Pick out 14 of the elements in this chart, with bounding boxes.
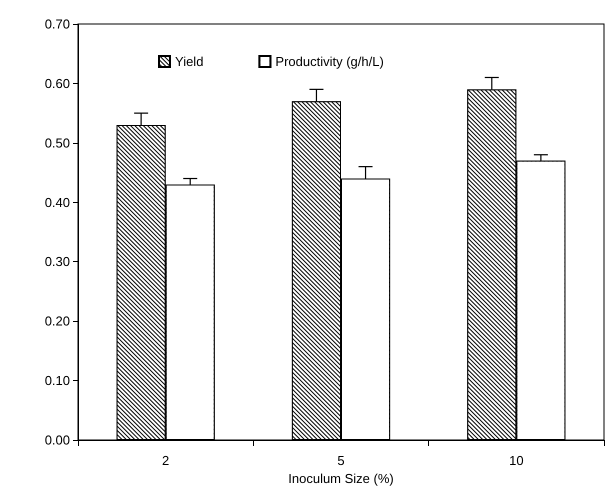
y-tick-label: 0.30 <box>44 254 70 270</box>
y-tick-label: 0.50 <box>44 135 70 150</box>
y-tick-label: 0.20 <box>44 314 70 329</box>
y-tick-label: 0.70 <box>44 16 70 32</box>
x-tick-label: 5 <box>337 453 345 468</box>
y-tick-label: 0.00 <box>44 432 70 448</box>
x-tick-label: 10 <box>509 453 524 468</box>
x-tick-label: 2 <box>162 453 170 468</box>
legend-label: Yield <box>175 54 204 69</box>
y-tick-label: 0.10 <box>44 373 70 388</box>
x-axis-title: Inoculum Size (%) <box>288 471 394 486</box>
legend-label: Productivity (g/h/L) <box>275 54 384 69</box>
y-tick-label: 0.60 <box>44 76 70 91</box>
y-tick-label: 0.40 <box>44 194 70 210</box>
